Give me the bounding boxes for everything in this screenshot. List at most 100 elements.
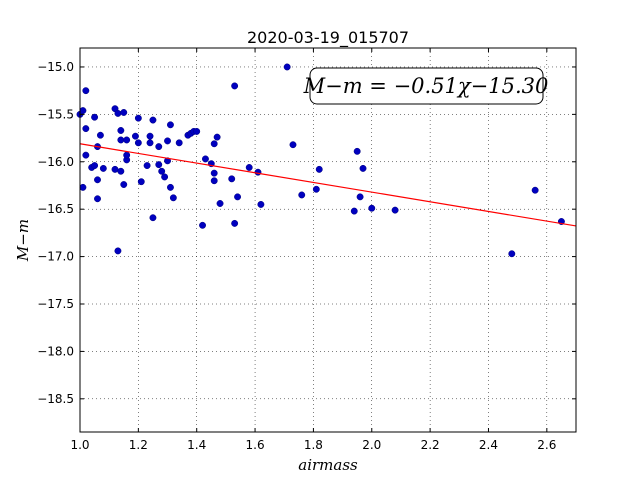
y-tick-label: −15.5 xyxy=(37,107,74,121)
data-point xyxy=(166,183,174,191)
data-point xyxy=(359,164,367,172)
data-point xyxy=(508,250,516,258)
data-point xyxy=(312,185,320,193)
data-point xyxy=(161,173,169,181)
x-tick-label: 1.6 xyxy=(246,438,265,452)
data-point xyxy=(210,177,218,185)
data-point xyxy=(146,139,154,147)
data-point xyxy=(131,132,139,140)
data-point xyxy=(155,161,163,169)
annotation-box: M−m = −0.51χ−15.30 xyxy=(303,67,549,105)
data-point xyxy=(79,107,87,115)
data-point xyxy=(82,87,90,95)
data-point xyxy=(120,181,128,188)
data-point xyxy=(117,136,125,144)
x-tick-label: 2.0 xyxy=(362,438,381,452)
fit-line xyxy=(79,143,577,227)
data-point xyxy=(158,167,166,175)
data-point xyxy=(213,133,221,141)
chart-title: 2020-03-19_015707 xyxy=(247,28,409,48)
data-point xyxy=(143,162,151,170)
data-point xyxy=(114,109,122,117)
fit-equation: M−m = −0.51χ−15.30 xyxy=(303,74,549,98)
data-point xyxy=(245,164,253,171)
y-tick-label: −17.5 xyxy=(37,297,74,311)
data-point xyxy=(82,151,90,159)
data-point xyxy=(91,113,99,121)
data-point xyxy=(228,175,236,183)
data-point xyxy=(117,167,125,175)
data-point xyxy=(391,206,399,214)
data-point xyxy=(356,193,364,201)
data-point xyxy=(254,168,262,176)
data-point xyxy=(94,195,101,203)
data-point xyxy=(199,221,206,229)
data-point xyxy=(120,109,128,116)
grid-lines xyxy=(79,48,576,432)
data-points xyxy=(76,63,565,258)
data-point xyxy=(111,165,119,173)
data-point xyxy=(368,204,376,212)
fit-line-group xyxy=(79,143,577,227)
data-point xyxy=(531,186,539,194)
data-point xyxy=(353,147,361,155)
plot-frame xyxy=(79,47,577,433)
annotation-frame xyxy=(309,67,544,105)
x-tick-label: 2.4 xyxy=(479,438,498,452)
data-point xyxy=(99,164,107,172)
data-point xyxy=(91,162,99,170)
data-point xyxy=(289,141,297,149)
x-tick-label: 1.2 xyxy=(129,438,148,452)
data-point xyxy=(123,151,131,159)
y-tick-label: −15.0 xyxy=(37,60,74,74)
data-point xyxy=(257,200,265,208)
x-tick-label: 2.2 xyxy=(421,438,440,452)
data-point xyxy=(96,131,104,139)
data-point xyxy=(298,191,306,199)
data-point xyxy=(164,157,171,165)
data-point xyxy=(315,165,323,173)
y-tick-label: −18.0 xyxy=(37,344,74,358)
y-axis-ticks: −15.0 −15.5 −16.0 −16.5 −17.0 −17.5 −18.0 −18.5 xyxy=(37,60,576,406)
data-point xyxy=(134,139,142,147)
y-tick-label: −18.5 xyxy=(37,392,74,406)
data-point xyxy=(169,194,177,202)
y-tick-label: −16.5 xyxy=(37,202,74,216)
data-point xyxy=(82,125,90,133)
data-point xyxy=(114,247,122,255)
data-point xyxy=(149,116,157,124)
data-point xyxy=(202,155,209,163)
plot-area xyxy=(80,48,576,432)
data-point xyxy=(216,200,224,207)
data-point xyxy=(155,143,163,151)
data-point xyxy=(117,127,125,134)
data-point xyxy=(175,139,183,147)
y-axis-label: M−m xyxy=(14,219,32,262)
data-point xyxy=(210,140,218,148)
x-tick-label: 1.4 xyxy=(187,438,206,452)
data-point xyxy=(164,137,171,145)
data-point xyxy=(350,207,358,215)
data-point xyxy=(94,176,101,184)
x-axis-ticks: 1.0 1.2 1.4 1.6 1.8 2.0 2.2 2.4 2.6 xyxy=(70,48,556,452)
data-point xyxy=(193,127,201,135)
data-point xyxy=(210,169,218,177)
data-point xyxy=(231,219,239,227)
data-point xyxy=(149,214,157,222)
data-point xyxy=(234,193,242,201)
x-tick-label: 1.8 xyxy=(304,438,323,452)
y-tick-label: −17.0 xyxy=(37,250,74,264)
data-point xyxy=(146,132,154,140)
y-tick-label: −16.0 xyxy=(37,155,74,169)
data-point xyxy=(134,114,142,122)
data-point xyxy=(166,121,174,129)
x-axis-label: airmass xyxy=(298,456,358,474)
data-point xyxy=(231,82,239,90)
x-tick-label: 2.6 xyxy=(537,438,556,452)
data-point xyxy=(137,178,145,186)
x-tick-label: 1.0 xyxy=(70,438,89,452)
data-point xyxy=(283,63,291,71)
data-point xyxy=(79,183,87,191)
data-point xyxy=(123,136,131,144)
